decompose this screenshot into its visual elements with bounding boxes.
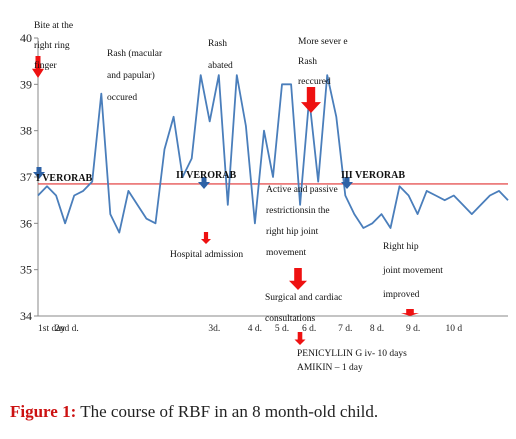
annotation-line: Rash xyxy=(298,57,317,67)
x-tick-label: 1st day xyxy=(38,324,65,334)
x-tick-label: 4 d. xyxy=(248,324,262,334)
annotation-line: More sever e xyxy=(298,37,348,47)
y-tick-label: 40 xyxy=(20,31,32,45)
y-tick-label: 36 xyxy=(20,216,32,230)
verorab-1-arrow xyxy=(33,167,45,179)
annotation-line: Right hip xyxy=(383,242,419,252)
y-tick-label: 37 xyxy=(20,170,32,184)
annotation-layer: Bite at the right ring finger Rash (macular… xyxy=(34,21,443,373)
series-layer xyxy=(37,74,509,234)
annotation-line: improved xyxy=(383,290,420,300)
annotation-line: occured xyxy=(107,93,137,103)
annotation-line: reccured xyxy=(298,77,331,87)
annotation-10: Right hip joint movement improved xyxy=(382,242,443,300)
caption-label: Figure 1: xyxy=(10,402,77,421)
series-line xyxy=(37,74,509,234)
annotation-5: II VERORAB xyxy=(176,170,236,181)
annotation-line: and papular) xyxy=(107,70,155,81)
x-tick-label: 2nd d. xyxy=(55,324,79,334)
annotation-12: AMIKIN – 1 day xyxy=(297,363,363,373)
hip-restriction-arrow xyxy=(289,268,307,290)
annotation-line: restrictionsin the xyxy=(266,206,330,216)
caption-text: The course of RBF in an 8 month-old chil… xyxy=(80,402,379,421)
annotation-line: consultations xyxy=(265,314,315,324)
hip-improved-arrow xyxy=(401,309,419,316)
annotation-line: III VERORAB xyxy=(341,170,405,181)
annotation-11: PENICYLLIN G iv- 10 days xyxy=(297,349,407,359)
annotation-4: I VERORAB xyxy=(36,173,93,184)
arrow-layer xyxy=(32,56,419,345)
x-tick-label: 9 d. xyxy=(406,324,420,334)
annotation-line: Active and passive xyxy=(266,185,338,195)
y-tick-label: 38 xyxy=(20,124,32,138)
annotation-line: Rash (macular xyxy=(107,48,163,59)
annotation-6: III VERORAB xyxy=(341,170,405,181)
x-tick-label: 7 d. xyxy=(338,324,352,334)
annotation-line: right ring xyxy=(34,41,70,51)
annotation-line: Rash xyxy=(208,39,227,49)
annotation-line: I VERORAB xyxy=(36,173,93,184)
penicyllin-arrow xyxy=(294,332,306,345)
annotation-line: movement xyxy=(266,248,306,258)
annotation-line: Bite at the xyxy=(34,21,73,31)
figure-caption: Figure 1: The course of RBF in an 8 mont… xyxy=(10,402,510,422)
annotation-line: Hospital admission xyxy=(170,250,243,260)
y-tick-label: 34 xyxy=(20,309,32,323)
hospital-admission-arrow xyxy=(201,232,211,244)
verorab-3-arrow xyxy=(341,177,353,189)
x-tick-label: 6 d. xyxy=(302,324,316,334)
y-tick-label: 35 xyxy=(20,263,32,277)
annotation-line: finger xyxy=(34,60,58,71)
annotation-line: II VERORAB xyxy=(176,170,236,181)
verorab-2-arrow xyxy=(198,177,210,189)
annotation-3: More sever e Rash reccured xyxy=(298,37,348,87)
annotation-line: Surgical and cardiac xyxy=(265,293,342,303)
annotation-line: joint movement xyxy=(382,266,443,276)
annotation-2: Rash abated xyxy=(208,39,233,71)
annotation-8: Active and passive restrictionsin the righ… xyxy=(266,185,338,258)
y-tick-label: 39 xyxy=(20,77,32,91)
x-tick-label: 5 d. xyxy=(275,324,289,334)
bite-arrow xyxy=(32,56,44,78)
annotation-0: Bite at the right ring finger xyxy=(34,21,73,71)
annotation-9: Surgical and cardiac consultations xyxy=(265,293,342,324)
annotation-line: AMIKIN – 1 day xyxy=(297,363,363,373)
annotation-line: PENICYLLIN G iv- 10 days xyxy=(297,349,407,359)
annotation-1: Rash (macular and papular) occured xyxy=(107,48,163,103)
x-tick-label: 8 d. xyxy=(370,324,384,334)
rash-reccured-arrow xyxy=(301,87,321,113)
annotation-7: Hospital admission xyxy=(170,250,243,260)
x-tick-label: 3d. xyxy=(208,324,220,334)
annotation-line: abated xyxy=(208,61,233,71)
x-tick-label: 10 d xyxy=(445,324,462,334)
annotation-line: right hip joint xyxy=(266,227,319,237)
